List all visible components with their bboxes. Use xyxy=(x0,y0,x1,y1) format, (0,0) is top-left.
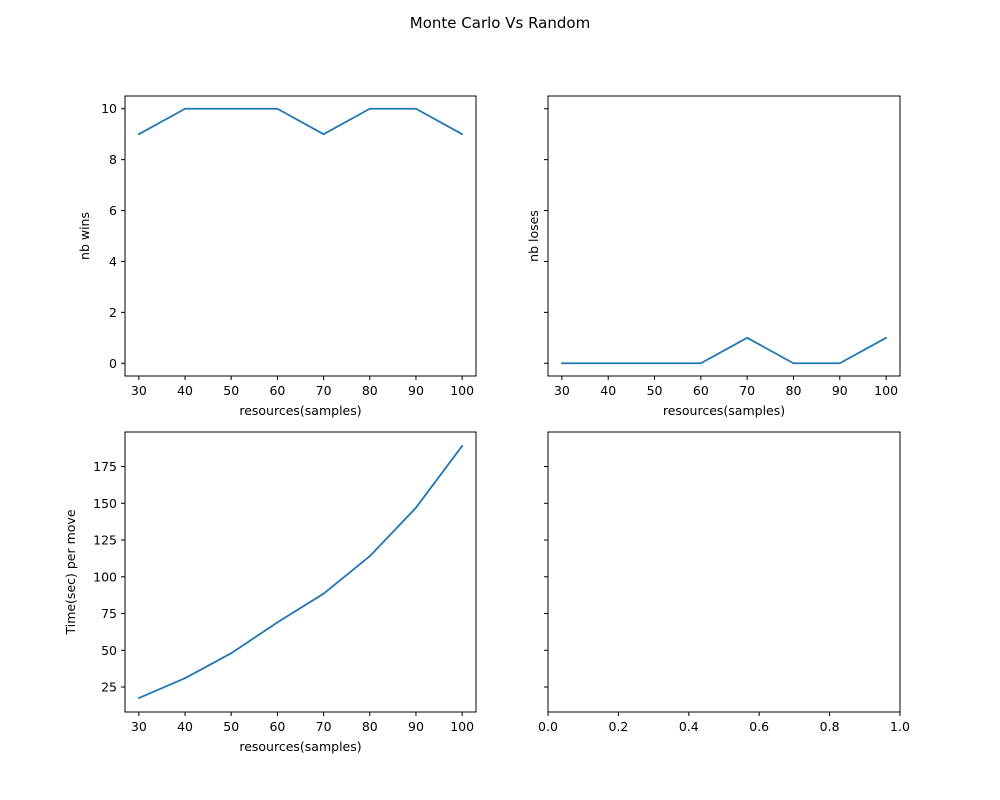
data-point xyxy=(885,336,888,339)
x-tick-label: 0.6 xyxy=(749,719,769,734)
x-tick-label: 50 xyxy=(223,719,239,734)
data-point xyxy=(653,362,656,365)
y-tick-label: 2 xyxy=(109,305,117,320)
data-point xyxy=(184,677,186,680)
x-tick-label: 30 xyxy=(554,383,570,398)
y-tick-label: 10 xyxy=(101,101,117,116)
y-tick-label: 25 xyxy=(101,680,117,695)
x-tick-label: 0.8 xyxy=(820,719,840,734)
x-tick-label: 0.0 xyxy=(538,719,558,734)
series-line xyxy=(561,336,887,365)
x-tick-label: 1.0 xyxy=(890,719,910,734)
y-tick-label: 175 xyxy=(93,459,117,474)
data-point xyxy=(137,133,140,136)
series-line xyxy=(138,445,463,699)
data-point xyxy=(276,107,279,110)
data-point xyxy=(368,107,371,110)
x-tick-label: 50 xyxy=(223,383,239,398)
x-axis-label: resources(samples) xyxy=(663,403,785,418)
x-tick-label: 90 xyxy=(832,383,848,398)
y-tick-label: 100 xyxy=(93,569,117,584)
y-tick-label: 8 xyxy=(109,152,117,167)
y-axis-label: Time(sec) per move xyxy=(63,509,78,635)
subplot-bottom-right: 0.0 0.2 0.4 0.6 0.8 1.0 xyxy=(538,431,910,734)
data-point xyxy=(230,107,233,110)
y-tick-label: 6 xyxy=(109,203,117,218)
x-tick-label: 100 xyxy=(450,719,474,734)
data-point xyxy=(276,621,279,624)
data-point xyxy=(368,555,371,558)
x-tick-label: 0.4 xyxy=(679,719,699,734)
data-point xyxy=(415,506,417,509)
data-point xyxy=(322,592,325,595)
x-tick-label: 40 xyxy=(177,383,193,398)
x-tick-label: 60 xyxy=(269,719,285,734)
x-tick-label: 70 xyxy=(739,383,755,398)
x-axis-label: resources(samples) xyxy=(239,739,361,754)
x-tick-label: 100 xyxy=(450,383,474,398)
data-point xyxy=(415,107,417,110)
subplot-top-left: 30 40 50 60 70 80 90 100 0 2 4 6 8 10 resources(sample… xyxy=(77,95,477,418)
data-point xyxy=(184,107,186,110)
y-axis-label: nb loses xyxy=(526,210,541,262)
data-point xyxy=(461,133,464,136)
y-tick-label: 150 xyxy=(93,496,117,511)
x-tick-label: 90 xyxy=(408,719,424,734)
data-point xyxy=(607,362,610,365)
data-point xyxy=(746,336,749,339)
x-tick-label: 80 xyxy=(786,383,802,398)
x-tick-label: 40 xyxy=(600,383,616,398)
data-point xyxy=(461,445,464,447)
y-tick-label: 4 xyxy=(109,254,117,269)
x-tick-label: 40 xyxy=(177,719,193,734)
x-tick-label: 50 xyxy=(647,383,663,398)
x-axis-label: resources(samples) xyxy=(239,403,361,418)
subplot-top-right: 30 40 50 60 70 80 90 100 resources(samples) nb lo… xyxy=(526,95,901,418)
y-axis-label: nb wins xyxy=(77,212,92,260)
x-tick-label: 60 xyxy=(269,383,285,398)
x-tick-label: 0.2 xyxy=(608,719,628,734)
y-tick-label: 50 xyxy=(101,643,117,658)
axes-frame xyxy=(547,95,901,377)
subplots: 30 40 50 60 70 80 90 100 0 2 4 6 8 10 resources(sample… xyxy=(63,95,910,754)
x-tick-label: 70 xyxy=(316,383,332,398)
data-point xyxy=(230,652,233,655)
subplot-bottom-left: 30 40 50 60 70 80 90 100 25 50 75 100 125 150 175 resou… xyxy=(63,431,477,754)
x-tick-label: 100 xyxy=(874,383,898,398)
axes-frame xyxy=(124,95,477,377)
data-point xyxy=(137,697,140,699)
figure-title: Monte Carlo Vs Random xyxy=(410,14,590,32)
x-tick-label: 90 xyxy=(408,383,424,398)
axes-frame xyxy=(124,431,477,713)
x-tick-label: 60 xyxy=(693,383,709,398)
data-point xyxy=(322,133,325,136)
data-point xyxy=(699,362,702,365)
x-tick-label: 70 xyxy=(316,719,332,734)
x-tick-label: 30 xyxy=(131,383,147,398)
x-tick-label: 80 xyxy=(362,719,378,734)
data-point xyxy=(560,362,563,365)
data-point xyxy=(792,362,795,365)
series-line xyxy=(138,107,463,136)
y-tick-label: 75 xyxy=(101,606,117,621)
y-tick-label: 125 xyxy=(93,533,117,548)
y-tick-label: 0 xyxy=(109,356,117,371)
x-tick-label: 80 xyxy=(362,383,378,398)
x-tick-label: 30 xyxy=(131,719,147,734)
data-point xyxy=(838,362,841,365)
axes-frame xyxy=(547,431,901,713)
